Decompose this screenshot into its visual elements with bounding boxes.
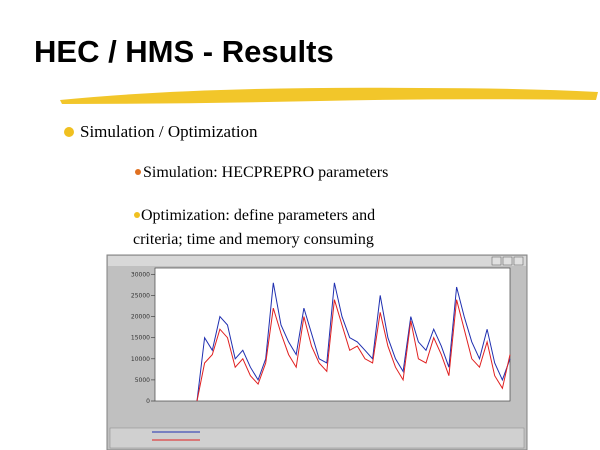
y-tick-label: 30000	[131, 271, 150, 278]
plot-area	[154, 267, 511, 402]
screenshot: 0 5000 10000 15000 20000 25000 30000	[106, 254, 528, 450]
y-tick-label: 5000	[135, 377, 150, 384]
title-underline	[60, 87, 598, 104]
y-tick-label: 25000	[131, 292, 150, 299]
maximize-button[interactable]	[502, 256, 513, 266]
y-tick-label: 20000	[131, 314, 150, 321]
data-line	[196, 299, 511, 402]
bullet-dot	[64, 127, 74, 137]
sub-bullet-text: criteria; time and memory consuming	[133, 231, 374, 248]
slide-title: HEC / HMS - Results	[34, 34, 334, 69]
minimize-button[interactable]	[491, 256, 502, 266]
y-tick-label: 15000	[131, 335, 150, 342]
y-tick-label: 10000	[131, 356, 150, 363]
sub-bullet-dot	[134, 212, 140, 218]
sub-bullet-dot	[135, 169, 141, 175]
data-line	[196, 282, 511, 402]
bullet-text: Simulation / Optimization	[80, 122, 258, 141]
title-bar	[108, 256, 526, 266]
sub-bullet-text: Optimization: define parameters and	[141, 207, 375, 224]
legend-panel	[109, 427, 525, 449]
y-tick-label: 0	[146, 398, 150, 405]
close-button[interactable]	[513, 256, 524, 266]
sub-bullet-text: Simulation: HECPREPRO parameters	[143, 164, 388, 181]
